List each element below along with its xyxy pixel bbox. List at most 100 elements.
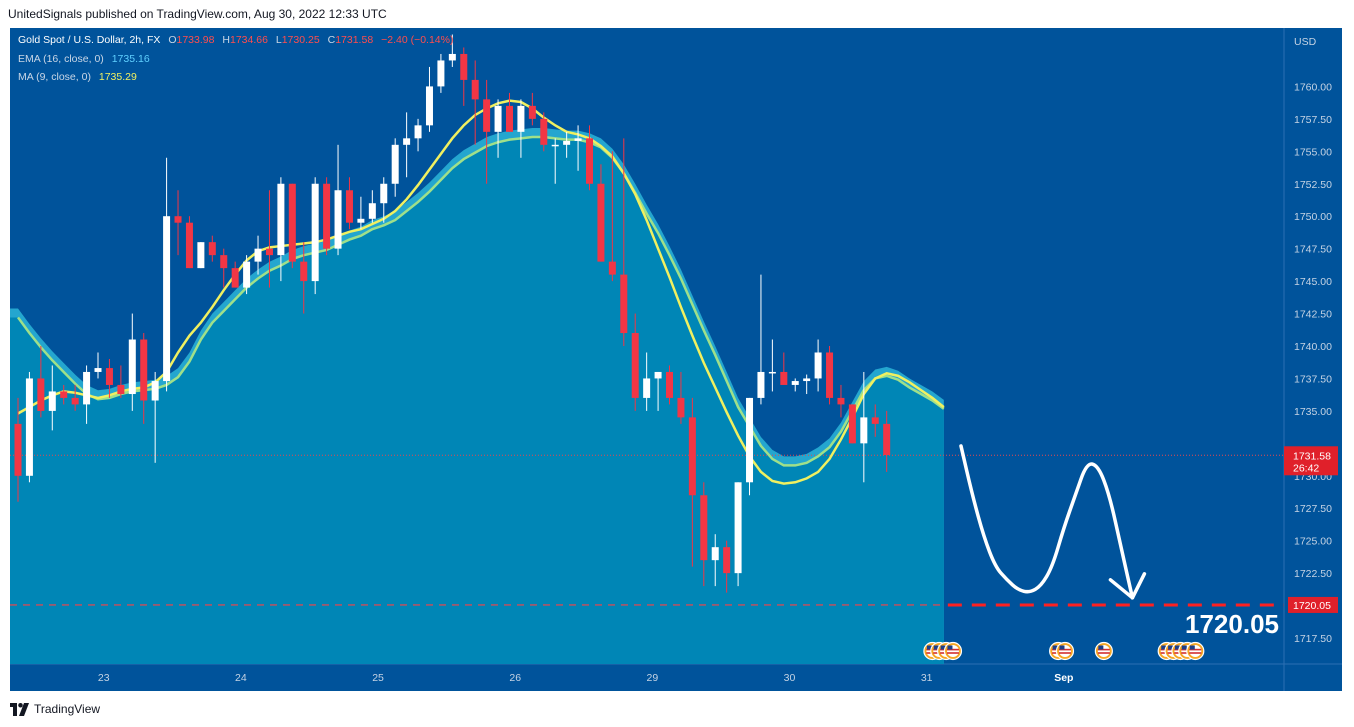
candle[interactable]: [517, 99, 525, 158]
candle[interactable]: [391, 138, 399, 197]
candle-body: [631, 333, 639, 398]
candle[interactable]: [471, 60, 479, 145]
candle[interactable]: [597, 164, 605, 262]
candle[interactable]: [871, 404, 879, 437]
candle[interactable]: [37, 346, 45, 418]
candle[interactable]: [734, 482, 742, 587]
candle[interactable]: [345, 177, 353, 230]
candle-body: [220, 255, 228, 269]
candle[interactable]: [48, 365, 56, 431]
candle[interactable]: [163, 157, 171, 392]
candle[interactable]: [197, 242, 205, 269]
candle[interactable]: [311, 177, 319, 295]
candle[interactable]: [494, 99, 502, 158]
candle[interactable]: [403, 112, 411, 178]
candle[interactable]: [60, 384, 68, 405]
current-price-badge[interactable]: [1284, 446, 1338, 476]
candle[interactable]: [528, 92, 536, 126]
economic-event-icon[interactable]: [1055, 641, 1075, 661]
candle[interactable]: [357, 196, 365, 230]
candle[interactable]: [231, 261, 239, 288]
candle[interactable]: [460, 47, 468, 106]
candle[interactable]: [848, 404, 856, 444]
economic-event-icon[interactable]: [1094, 641, 1113, 661]
candle-body: [837, 397, 845, 405]
candle[interactable]: [220, 248, 228, 288]
candle[interactable]: [883, 410, 891, 472]
candle[interactable]: [654, 371, 662, 411]
candle[interactable]: [608, 151, 616, 282]
candle[interactable]: [563, 131, 571, 158]
legend-l-value: 1730.25: [281, 34, 320, 46]
projection-curve[interactable]: [959, 444, 1135, 600]
candle[interactable]: [826, 346, 834, 405]
candle[interactable]: [723, 540, 731, 593]
candle[interactable]: [380, 177, 388, 223]
event-flag-canton: [1174, 645, 1180, 650]
legend-ma[interactable]: MA (9, close, 0) 1735.29: [18, 71, 142, 83]
candle[interactable]: [14, 397, 22, 502]
price-tick-label: 1752.50: [1294, 179, 1332, 191]
candle[interactable]: [174, 190, 182, 256]
candle[interactable]: [803, 374, 811, 395]
candle[interactable]: [323, 177, 331, 256]
candle[interactable]: [643, 352, 651, 411]
candle[interactable]: [757, 274, 765, 405]
candle[interactable]: [551, 138, 559, 184]
candle[interactable]: [25, 371, 33, 483]
target-price-annotation[interactable]: 1720.05: [1185, 609, 1279, 639]
candle[interactable]: [666, 365, 674, 405]
candle[interactable]: [334, 144, 342, 256]
candle[interactable]: [94, 352, 102, 379]
candle[interactable]: [105, 358, 113, 398]
time-axis[interactable]: [10, 664, 1342, 691]
economic-event-icon[interactable]: [943, 641, 963, 661]
target-price-badge[interactable]: [1288, 596, 1338, 613]
candle[interactable]: [746, 397, 754, 496]
candle[interactable]: [83, 365, 91, 424]
candle[interactable]: [437, 53, 445, 93]
legend-ohlc: Gold Spot / U.S. Dollar, 2h, FX O1733.98…: [18, 34, 458, 46]
time-tick-label: 26: [509, 672, 521, 684]
candle[interactable]: [505, 92, 513, 132]
economic-event-icon[interactable]: [1186, 641, 1205, 661]
candle[interactable]: [288, 183, 296, 269]
candle-body: [197, 242, 205, 269]
candle[interactable]: [688, 397, 696, 567]
candle[interactable]: [128, 313, 136, 411]
candle[interactable]: [574, 125, 582, 171]
candle[interactable]: [711, 534, 719, 587]
candle[interactable]: [483, 79, 491, 184]
candle[interactable]: [414, 118, 422, 152]
candle[interactable]: [631, 313, 639, 411]
candle[interactable]: [208, 235, 216, 262]
candle[interactable]: [300, 242, 308, 314]
candle[interactable]: [540, 112, 548, 152]
candle[interactable]: [185, 216, 193, 269]
candle[interactable]: [425, 66, 433, 132]
candle[interactable]: [140, 333, 148, 424]
candle[interactable]: [837, 384, 845, 418]
candle[interactable]: [860, 371, 868, 483]
candle[interactable]: [586, 125, 593, 191]
candle[interactable]: [677, 371, 685, 424]
candle[interactable]: [814, 339, 822, 392]
candle[interactable]: [448, 34, 456, 67]
legend-ema[interactable]: EMA (16, close, 0) 1735.16: [18, 53, 155, 65]
candle[interactable]: [768, 339, 776, 392]
candle[interactable]: [254, 235, 262, 275]
candle[interactable]: [277, 177, 285, 282]
candle[interactable]: [117, 365, 125, 398]
tradingview-brand[interactable]: TradingView: [10, 702, 100, 716]
price-axis[interactable]: [1284, 28, 1342, 664]
candle[interactable]: [368, 190, 376, 223]
candle[interactable]: [71, 384, 79, 411]
candle[interactable]: [243, 255, 251, 295]
candle[interactable]: [700, 482, 708, 587]
candle[interactable]: [791, 378, 799, 392]
candle[interactable]: [151, 371, 159, 463]
candle[interactable]: [780, 352, 788, 385]
candle[interactable]: [265, 190, 273, 288]
candle[interactable]: [620, 138, 628, 346]
